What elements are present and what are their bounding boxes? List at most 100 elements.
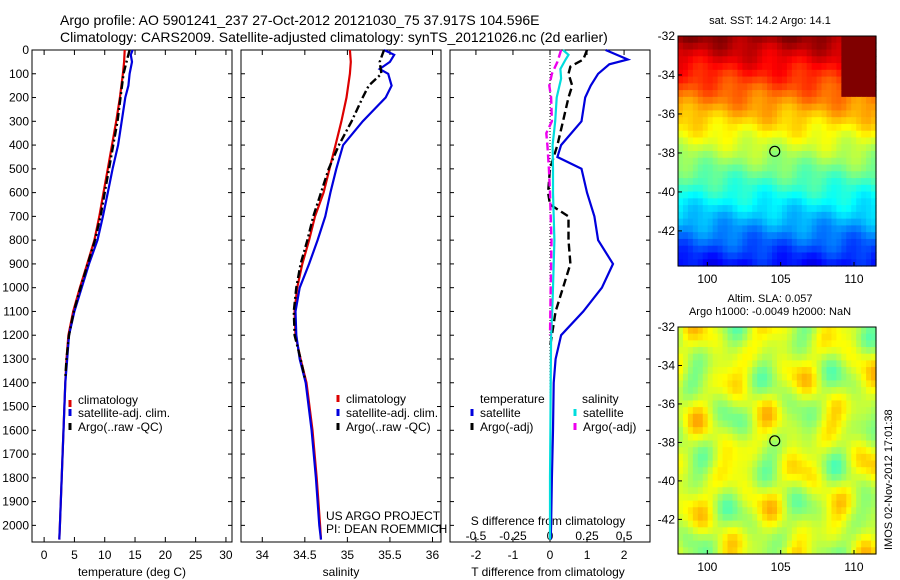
map-cell	[727, 83, 734, 91]
map-cell	[811, 191, 818, 199]
map-cell	[777, 513, 783, 522]
map-cell	[851, 117, 857, 125]
map-cell	[732, 130, 738, 139]
map-cell	[841, 171, 847, 179]
map-cell	[777, 473, 783, 482]
map-cell	[737, 36, 743, 44]
map-cell	[806, 171, 813, 179]
map-cell	[791, 413, 798, 422]
map-cell	[697, 507, 704, 515]
x-tick-label: 5	[71, 548, 78, 562]
map-cell	[722, 117, 729, 125]
map-cell	[737, 360, 743, 368]
map-cell	[781, 460, 788, 468]
map-cell	[762, 259, 768, 267]
map-cell	[762, 533, 768, 542]
map-cell	[752, 460, 758, 468]
map-cell	[871, 63, 877, 71]
y-tick-label: -38	[658, 146, 676, 160]
map-cell	[851, 137, 857, 145]
map-cell	[821, 467, 828, 475]
map-cell	[722, 211, 729, 220]
map-cell	[861, 420, 867, 428]
map-cell	[702, 547, 709, 555]
map-cell	[816, 56, 823, 64]
map-cell	[682, 96, 689, 105]
map-cell	[697, 420, 704, 428]
map-cell	[777, 123, 783, 132]
map-cell	[781, 232, 788, 240]
map-cell	[816, 540, 823, 548]
map-cell	[786, 259, 793, 267]
map-cell	[831, 69, 837, 78]
map-cell	[717, 110, 724, 118]
map-cell	[831, 83, 837, 91]
map-cell	[796, 460, 803, 468]
map-cell	[692, 453, 699, 462]
map-cell	[786, 393, 793, 402]
map-cell	[871, 413, 877, 422]
map-cell	[791, 151, 798, 159]
map-cell	[732, 191, 738, 199]
map-cell	[821, 433, 828, 442]
map-cell	[786, 360, 793, 368]
map-cell	[722, 198, 729, 206]
map-cell	[846, 427, 852, 435]
map-cell	[722, 76, 729, 84]
map-cell	[831, 245, 837, 254]
map-cell	[846, 547, 852, 555]
map-cell	[697, 493, 704, 502]
map-cell	[811, 218, 818, 227]
map-cell	[786, 433, 793, 442]
map-cell	[762, 238, 768, 247]
map-cell	[856, 400, 862, 408]
map-cell	[687, 137, 694, 145]
map-cell	[856, 232, 862, 240]
map-cell	[727, 69, 734, 78]
map-cell	[727, 507, 734, 515]
map-cell	[806, 205, 813, 213]
map-cell	[786, 191, 793, 199]
sla-map: 100 105 110-32-34-36-38-40-42	[658, 320, 877, 574]
map-cell	[801, 433, 808, 442]
map-cell	[861, 232, 867, 240]
map-cell	[791, 460, 798, 468]
map-cell	[752, 42, 758, 51]
map-cell	[682, 36, 689, 44]
map-cell	[866, 447, 872, 455]
map-cell	[702, 447, 709, 455]
map-cell	[866, 347, 872, 355]
map-cell	[702, 420, 709, 428]
map-cell	[841, 42, 847, 51]
map-cell	[777, 467, 783, 475]
map-cell	[811, 151, 818, 159]
map-cell	[816, 500, 823, 508]
map-cell	[791, 420, 798, 428]
map-cell	[707, 340, 714, 348]
map-cell	[866, 178, 872, 186]
map-cell	[762, 380, 768, 388]
map-cell	[747, 218, 753, 227]
map-cell	[836, 473, 842, 482]
map-cell	[757, 500, 763, 508]
map-cell	[757, 347, 763, 355]
map-cell	[747, 164, 753, 172]
map-cell	[871, 117, 877, 125]
map-cell	[816, 225, 823, 233]
map-cell	[742, 360, 748, 368]
map-cell	[816, 513, 823, 522]
map-cell	[702, 83, 709, 91]
map-cell	[697, 259, 704, 267]
map-cell	[737, 96, 743, 105]
map-cell	[786, 440, 793, 448]
x-tick-label: 25	[189, 548, 203, 562]
map-cell	[692, 413, 699, 422]
map-cell	[831, 90, 837, 98]
map-cell	[801, 96, 808, 105]
map-cell	[816, 420, 823, 428]
map-cell	[806, 347, 813, 355]
map-cell	[851, 245, 857, 254]
map-cell	[791, 527, 798, 535]
map-cell	[702, 259, 709, 267]
map-cell	[851, 333, 857, 341]
